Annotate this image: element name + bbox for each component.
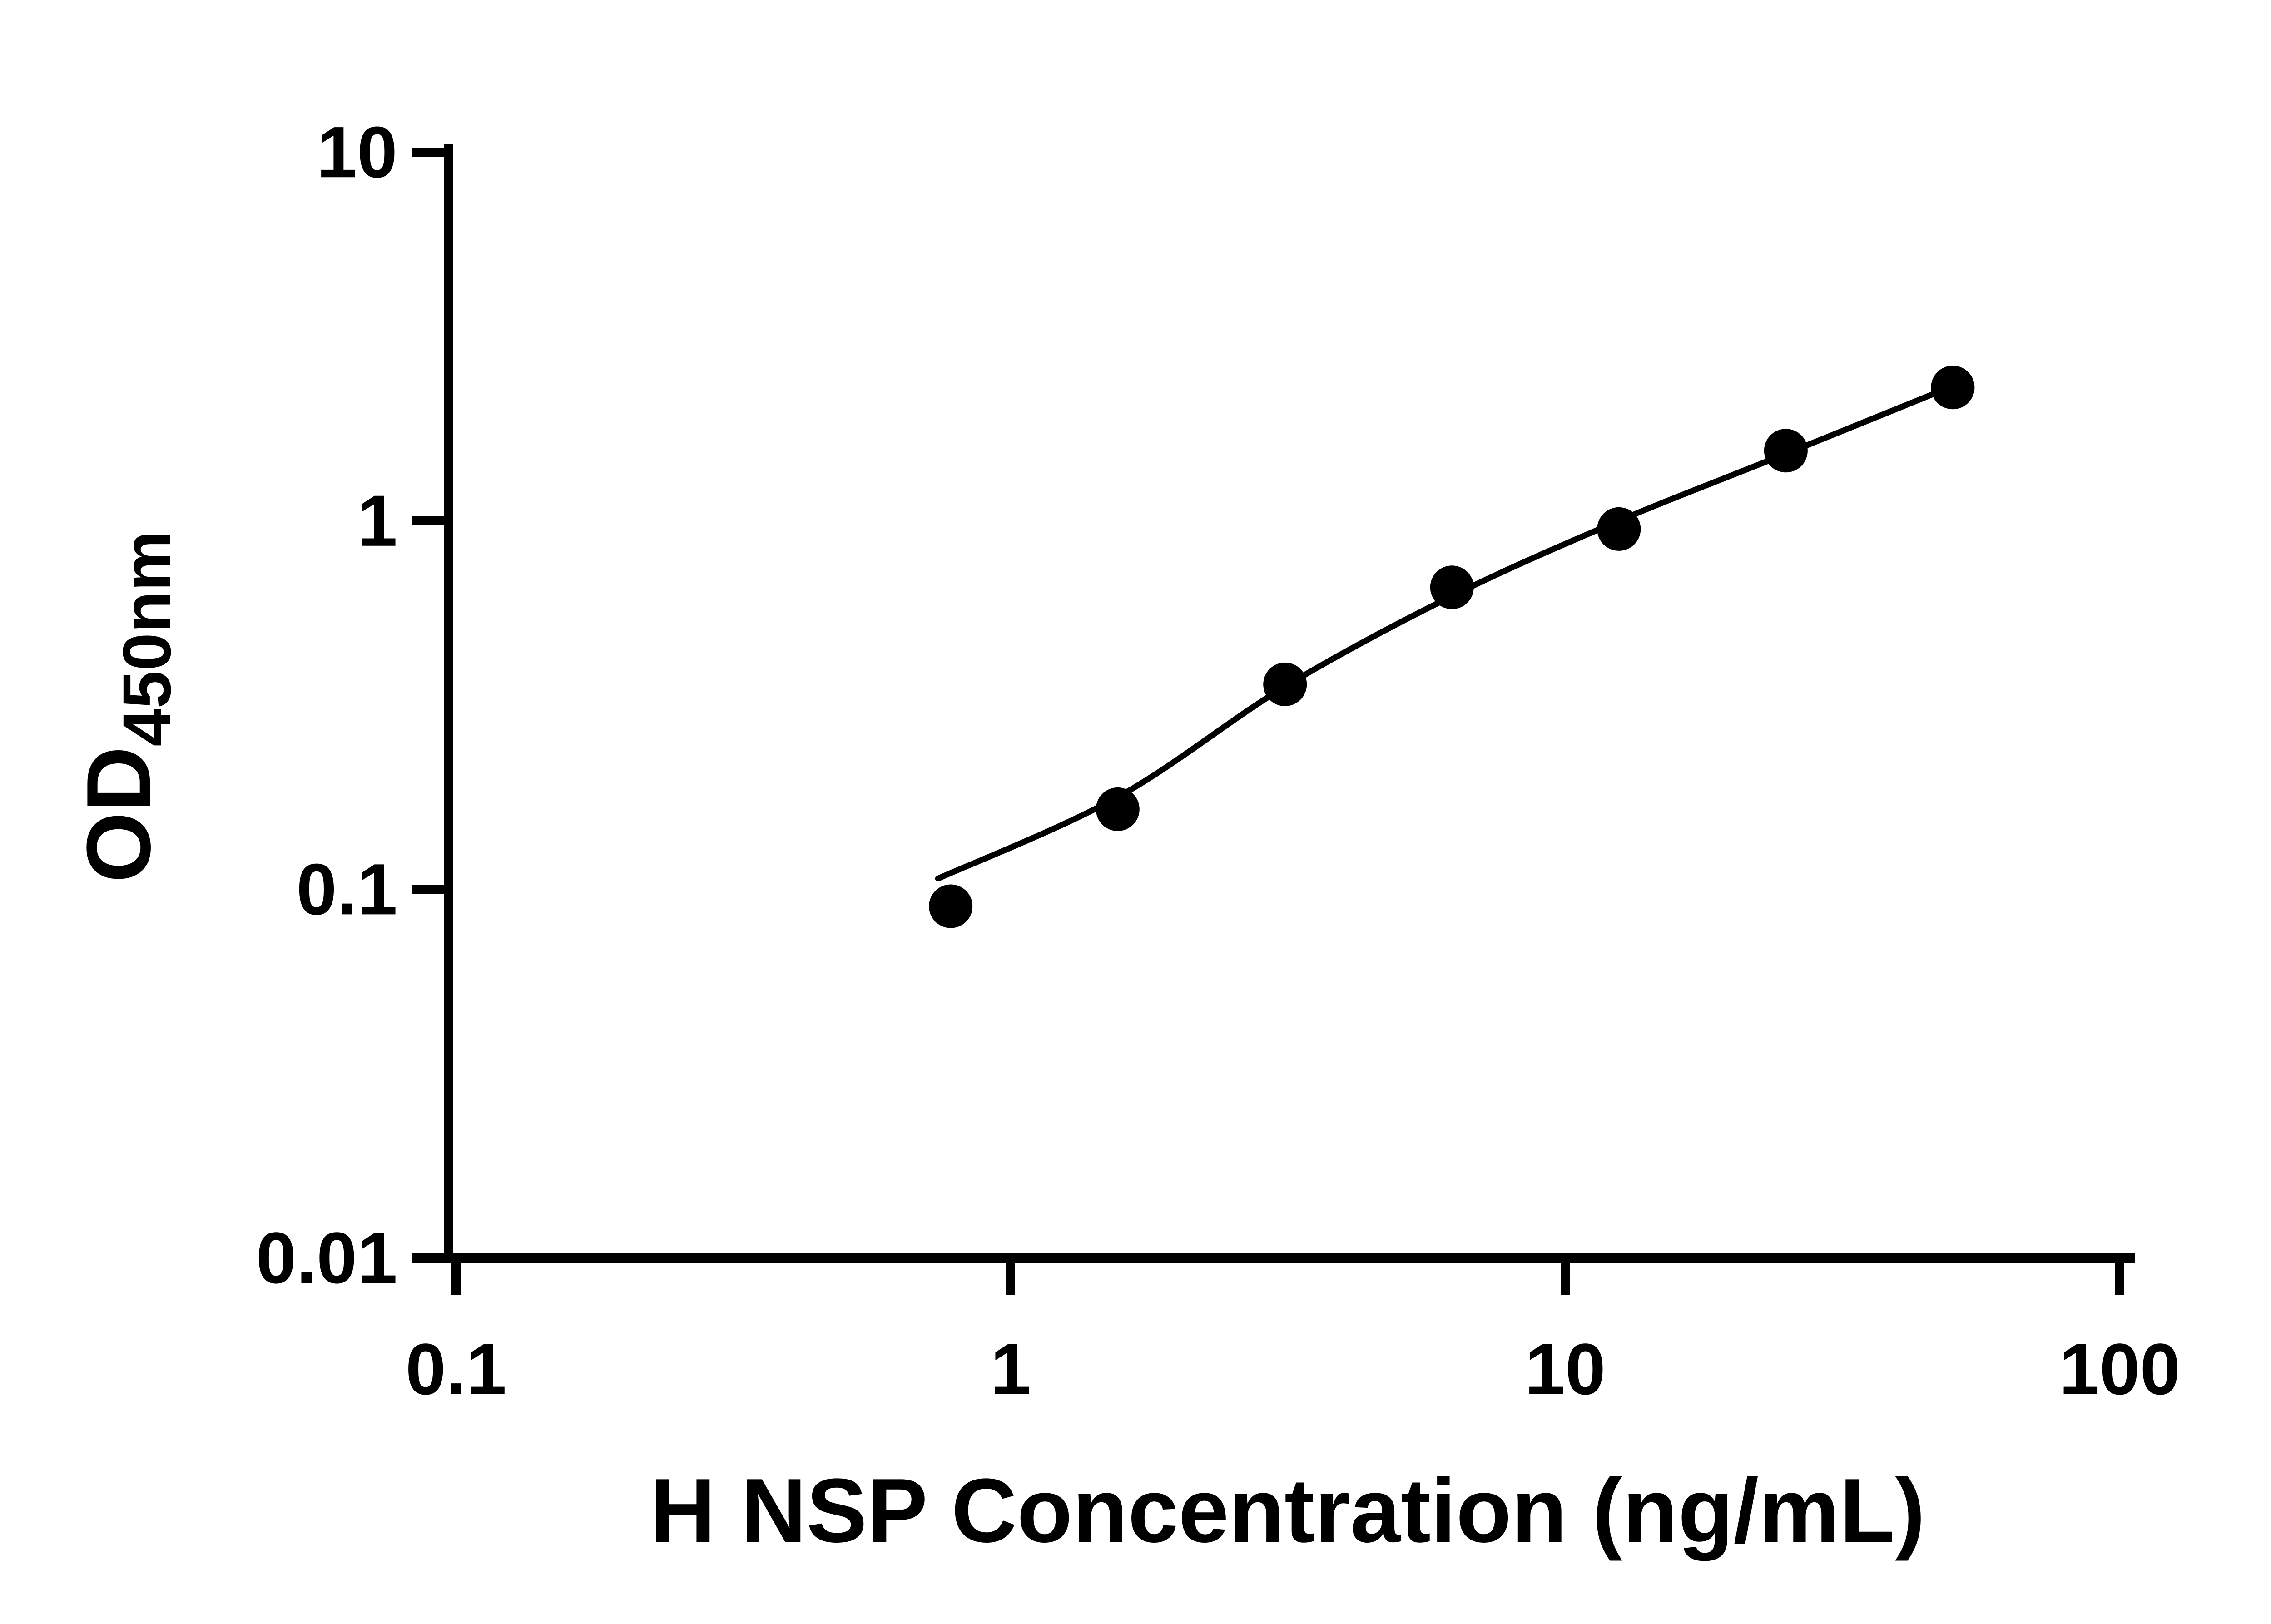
data-point bbox=[929, 884, 973, 928]
data-point bbox=[1764, 429, 1808, 473]
axes bbox=[440, 144, 2135, 1263]
data-point bbox=[1096, 787, 1140, 831]
y-tick-label: 1 bbox=[357, 480, 397, 561]
data-point bbox=[1430, 565, 1474, 609]
data-point bbox=[1263, 662, 1307, 706]
x-axis-title: H NSP Concentration (ng/mL) bbox=[650, 1460, 1925, 1561]
data-point bbox=[1597, 507, 1641, 551]
x-tick-label: 100 bbox=[2059, 1328, 2181, 1410]
x-tick-label: 1 bbox=[991, 1328, 1031, 1410]
y-axis-title: OD450nm bbox=[68, 530, 185, 882]
x-axis-ticks: 0.1 1 10 100 bbox=[406, 1258, 2181, 1410]
y-tick-label: 0.1 bbox=[297, 848, 397, 930]
y-tick-label: 10 bbox=[317, 111, 397, 193]
x-tick-label: 0.1 bbox=[406, 1328, 506, 1410]
y-axis-ticks: 10 1 0.1 0.01 bbox=[256, 111, 448, 1298]
data-point bbox=[1931, 366, 1975, 410]
x-tick-label: 10 bbox=[1525, 1328, 1606, 1410]
plot-area bbox=[929, 366, 1975, 928]
y-tick-label: 0.01 bbox=[256, 1217, 397, 1298]
y-axis-title-sub: 450nm bbox=[109, 530, 185, 746]
y-axis-title-main: OD bbox=[68, 747, 169, 883]
